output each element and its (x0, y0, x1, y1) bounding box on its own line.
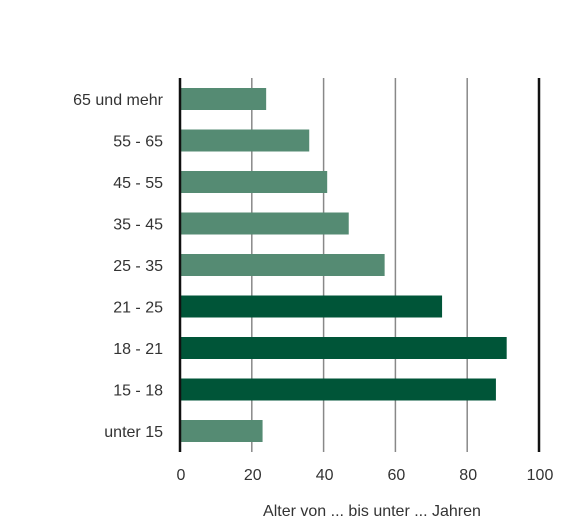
x-tick-label-40: 40 (316, 467, 334, 484)
category-label-1: 55 - 65 (113, 134, 163, 151)
category-label-8: unter 15 (104, 424, 163, 441)
x-tick-label-80: 80 (459, 467, 477, 484)
category-label-6: 18 - 21 (113, 341, 163, 358)
category-label-7: 15 - 18 (113, 383, 163, 400)
axes (178, 78, 541, 452)
bar-4 (180, 254, 385, 276)
bar-6 (180, 337, 507, 359)
category-label-0: 65 und mehr (73, 92, 164, 109)
x-tick-label-0: 0 (177, 467, 186, 484)
x-tick-labels: 0 20 40 60 80 100 (177, 467, 554, 484)
category-label-4: 25 - 35 (113, 258, 163, 275)
bar-8 (180, 420, 263, 442)
bar-3 (180, 212, 349, 235)
category-label-2: 45 - 55 (113, 175, 163, 192)
bar-0 (180, 88, 267, 110)
x-tick-label-60: 60 (388, 467, 406, 484)
bar-5 (180, 295, 443, 318)
category-labels: 65 und mehr 55 - 65 45 - 55 35 - 45 25 - 35 2… (73, 92, 164, 441)
category-label-3: 35 - 45 (113, 217, 163, 234)
bars (180, 88, 507, 442)
x-tick-label-20: 20 (244, 467, 262, 484)
bar-1 (180, 129, 310, 152)
bar-2 (180, 171, 328, 193)
bar-7 (180, 378, 496, 401)
category-label-5: 21 - 25 (113, 300, 163, 317)
x-tick-label-100: 100 (527, 467, 554, 484)
x-axis-label: Alter von ... bis unter ... Jahren (263, 503, 481, 520)
